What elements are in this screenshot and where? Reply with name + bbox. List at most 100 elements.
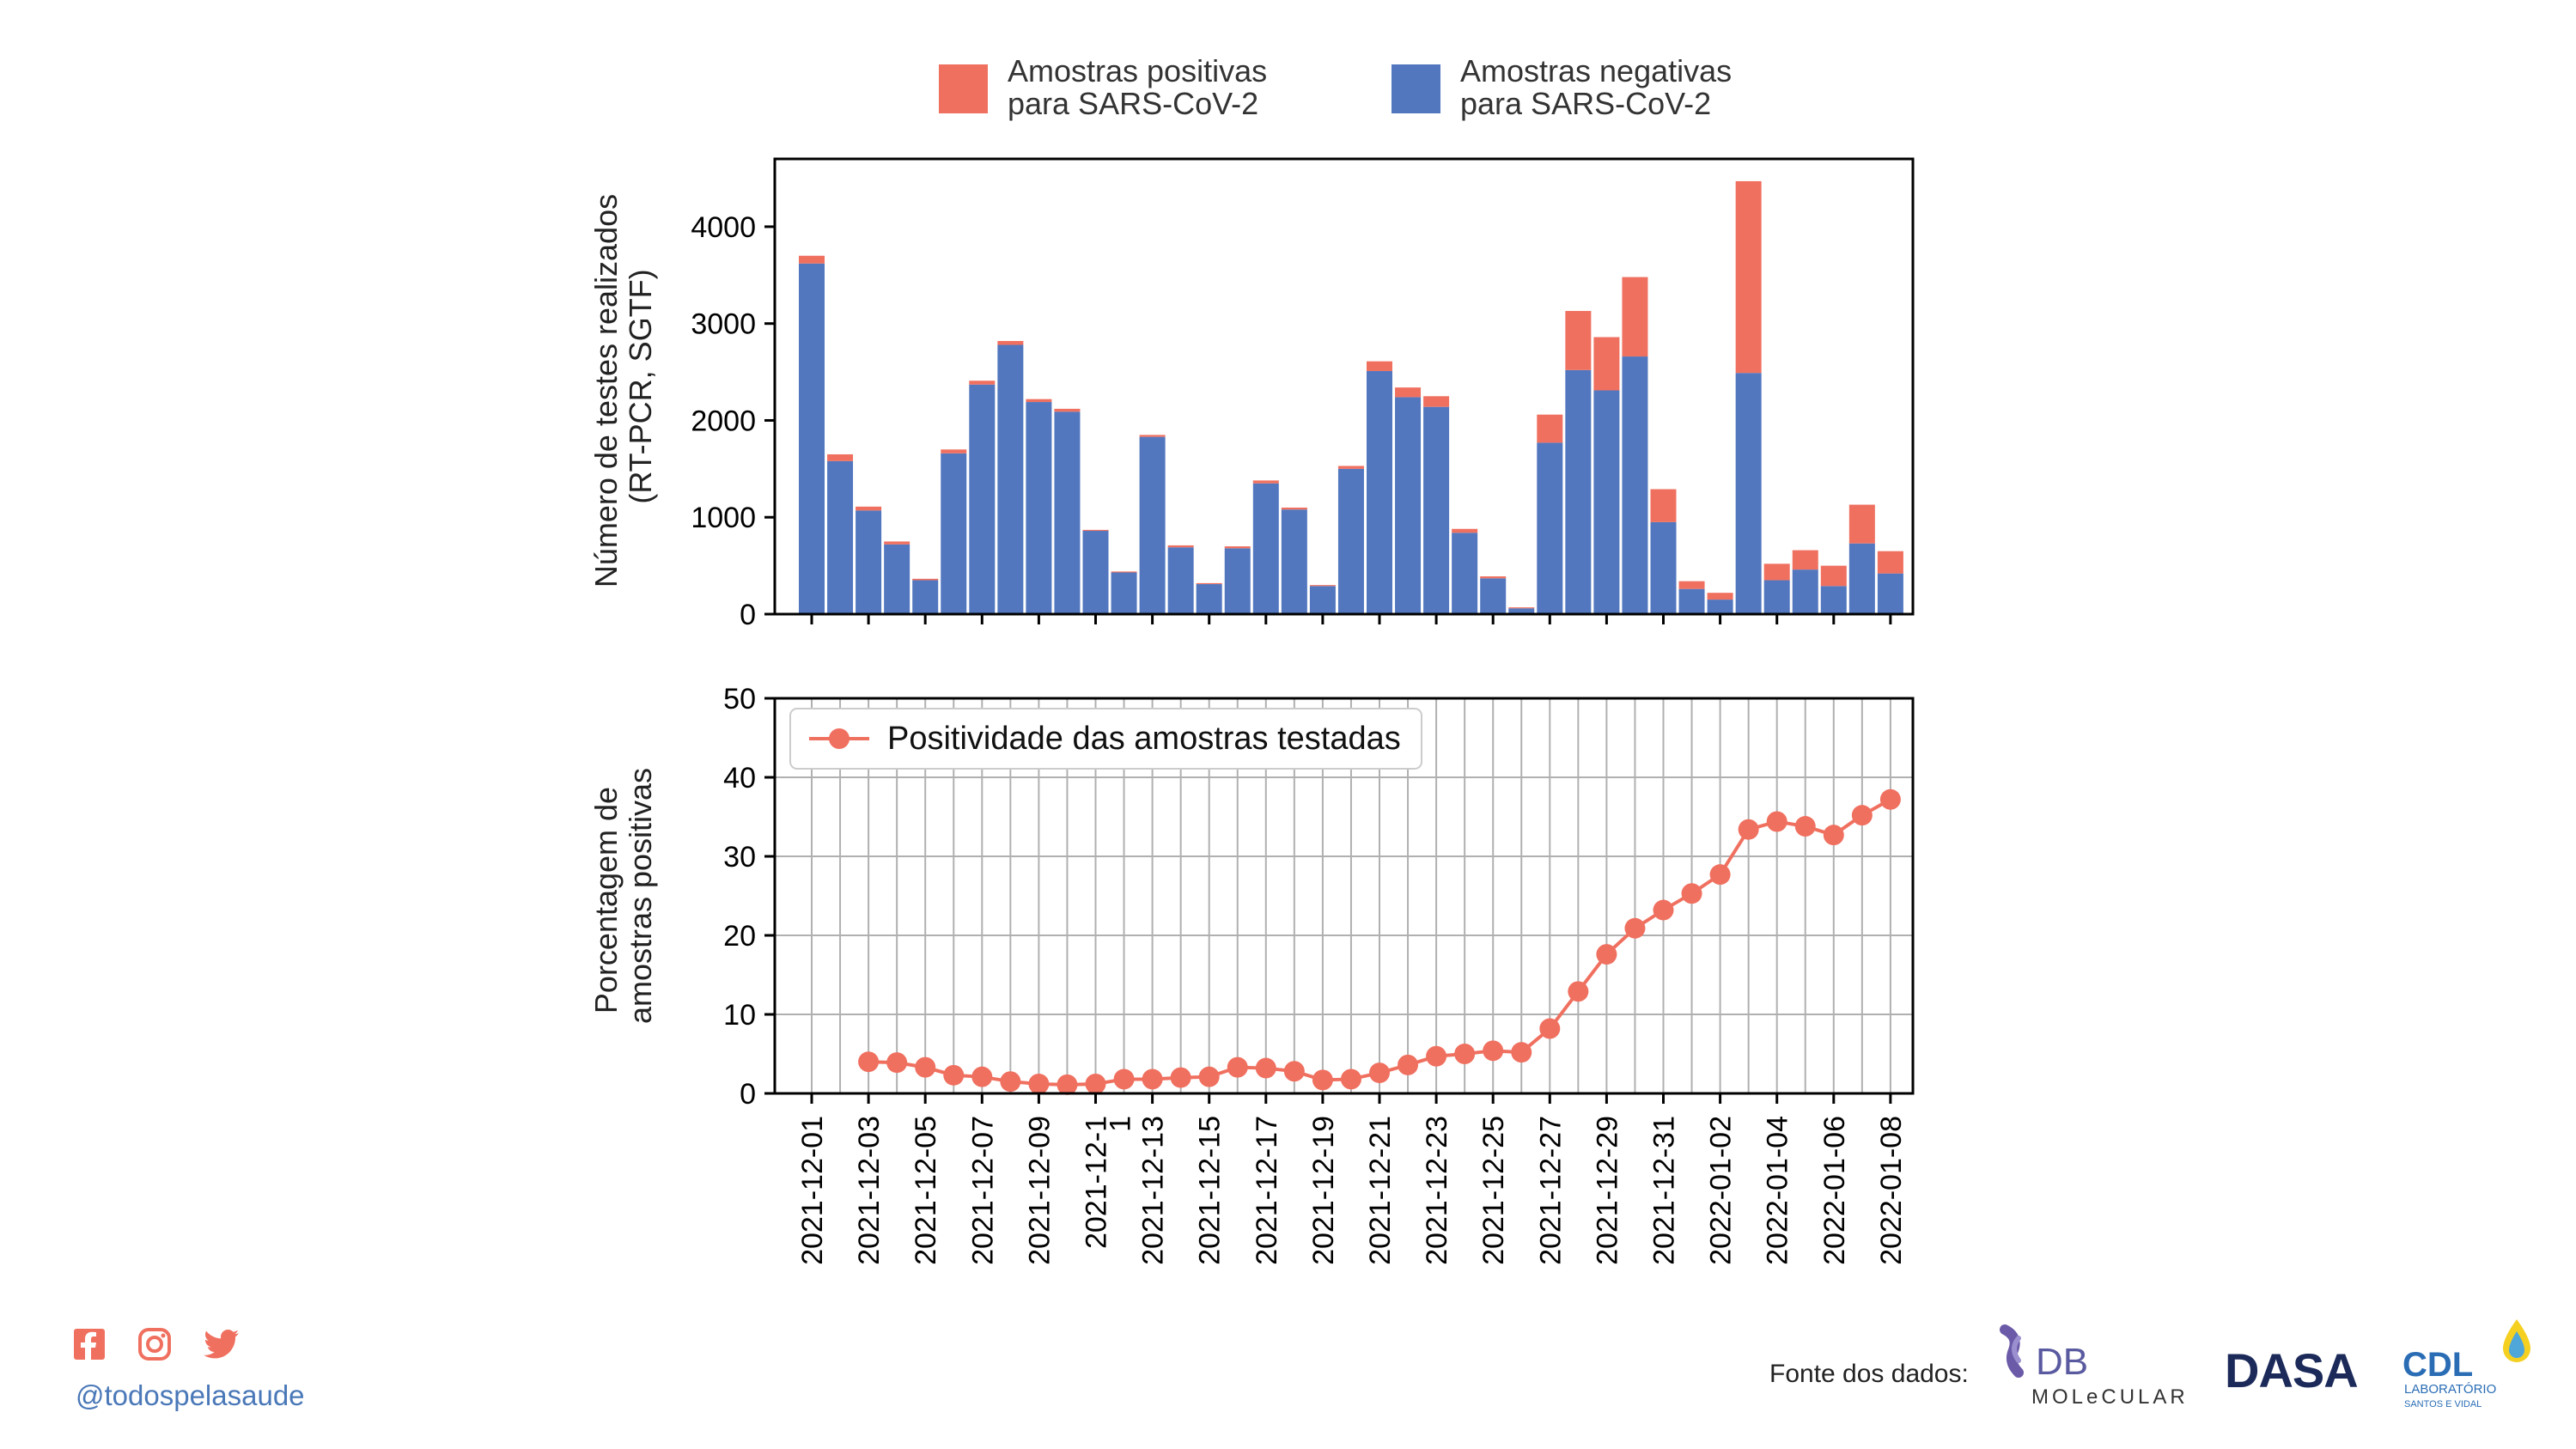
bar-negative — [1395, 397, 1422, 614]
bar-negative — [1252, 483, 1279, 614]
bar-positive — [1820, 565, 1847, 587]
social-handle[interactable]: @todospelasaude — [76, 1379, 305, 1411]
bottom-plot-frame — [773, 697, 1915, 1095]
bar-negative — [1337, 468, 1364, 614]
y-tick-label: 40 — [723, 762, 756, 795]
bottom-legend-box — [789, 708, 1422, 770]
line-series — [858, 788, 1901, 1095]
positivity-point — [1511, 1042, 1532, 1063]
cdl-logo-sub2: SANTOS E VIDAL — [2404, 1399, 2482, 1409]
bar-negative — [1367, 370, 1392, 614]
positivity-point — [1766, 811, 1787, 832]
bar-negative — [1167, 547, 1194, 614]
x-tick-label: 2021-12-15 — [1194, 1116, 1227, 1265]
db-logo-subtext: MOLeCULAR — [2031, 1385, 2189, 1409]
positivity-point — [1624, 917, 1646, 939]
positivity-point — [858, 1051, 880, 1073]
bar-positive — [912, 578, 939, 581]
bar-positive — [1054, 408, 1081, 412]
bar-positive — [1508, 607, 1535, 609]
data-source-label: Fonte dos dados: — [1769, 1360, 1969, 1388]
x-tick-label: 2021-12-31 — [1648, 1116, 1681, 1265]
positivity-point — [1539, 1018, 1561, 1039]
positivity-point — [1426, 1045, 1447, 1067]
legend-swatch-negative — [1392, 64, 1440, 113]
facebook-icon[interactable] — [72, 1327, 107, 1366]
bar-positive — [1252, 480, 1279, 484]
positivity-point — [1879, 788, 1901, 810]
y-tick-label: 1000 — [691, 502, 756, 534]
bar-positive — [1395, 387, 1422, 398]
y-tick-label: 10 — [723, 999, 756, 1032]
bar-positive — [1452, 528, 1478, 533]
bar-positive — [1423, 396, 1450, 407]
bar-positive — [1877, 551, 1903, 574]
bar-positive — [1763, 563, 1790, 581]
x-tick-label: 2022-01-06 — [1818, 1116, 1851, 1265]
bar-negative — [1650, 521, 1677, 614]
bar-positive — [1196, 582, 1222, 585]
bar-positive — [1224, 546, 1251, 549]
y-tick-label: 0 — [740, 1078, 756, 1111]
positivity-point — [971, 1066, 993, 1087]
cdl-logo: CDL LABORATÓRIO SANTOS E VIDAL — [2401, 1314, 2555, 1417]
bar-negative — [997, 344, 1024, 614]
positivity-point — [1709, 864, 1731, 886]
positivity-point — [1057, 1074, 1078, 1095]
bar-negative — [1537, 442, 1563, 614]
bar-positive — [884, 541, 910, 545]
bottom-legend: Positividade das amostras testadas — [789, 708, 1422, 770]
dasa-logo-text: DASA — [2225, 1344, 2358, 1396]
twitter-icon[interactable] — [203, 1327, 241, 1366]
x-tick-label: 2021-12-27 — [1534, 1116, 1567, 1265]
bar-positive — [1111, 571, 1137, 573]
x-tick-label: 2021-12-21 — [1364, 1116, 1397, 1265]
bar-negative — [1735, 373, 1762, 614]
bottom-y-axis: 0 10 20 30 40 50 — [723, 683, 775, 1111]
x-tick-label: 2022-01-02 — [1705, 1116, 1738, 1265]
positivity-point — [1170, 1067, 1191, 1088]
bar-positive — [1367, 361, 1392, 371]
bar-negative — [912, 580, 939, 614]
bar-positive — [1480, 576, 1507, 579]
top-legend: Amostras positivas para SARS-CoV-2 Amost… — [939, 53, 1740, 121]
positivity-point — [1028, 1073, 1050, 1094]
bar-negative — [1309, 586, 1336, 614]
bar-negative — [1111, 572, 1137, 614]
y-tick-label: 0 — [740, 599, 756, 631]
bar-negative — [799, 263, 825, 614]
bar-negative — [1452, 533, 1478, 614]
bar-positive — [1735, 180, 1762, 374]
bar-positive — [1707, 593, 1733, 600]
bar-positive — [856, 506, 882, 511]
bar-positive — [1678, 581, 1705, 589]
positivity-point — [886, 1052, 908, 1074]
y-tick-label: 4000 — [691, 211, 756, 244]
bar-positive — [1167, 545, 1194, 548]
x-tick-label: 2021-12-17 — [1251, 1116, 1283, 1265]
cdl-logo-text: CDL — [2402, 1346, 2473, 1384]
legend-label-positive: Amostras positivas para SARS-CoV-2 — [1008, 53, 1276, 121]
bar-positive — [969, 381, 996, 385]
positivity-point — [1483, 1040, 1504, 1062]
positivity-point — [1653, 899, 1674, 921]
positivity-point — [1000, 1071, 1021, 1093]
x-tick-label: 2021-12-09 — [1023, 1116, 1056, 1265]
bar-positive — [1565, 311, 1592, 370]
y-tick-label: 3000 — [691, 308, 756, 341]
legend-swatch-positive — [939, 64, 988, 113]
positivity-point — [915, 1056, 936, 1078]
positivity-point — [1794, 816, 1816, 837]
bar-negative — [1423, 406, 1450, 614]
bar-negative — [1707, 600, 1733, 614]
bar-negative — [1792, 569, 1818, 614]
y-tick-label: 20 — [723, 920, 756, 953]
bar-positive — [1593, 337, 1620, 391]
bar-negative — [1820, 586, 1847, 614]
legend-label-negative: Amostras negativas para SARS-CoV-2 — [1460, 53, 1740, 121]
positivity-point — [1340, 1068, 1361, 1090]
bar-negative — [1480, 578, 1507, 614]
instagram-icon[interactable] — [137, 1327, 172, 1366]
bar-positive — [1082, 529, 1109, 532]
